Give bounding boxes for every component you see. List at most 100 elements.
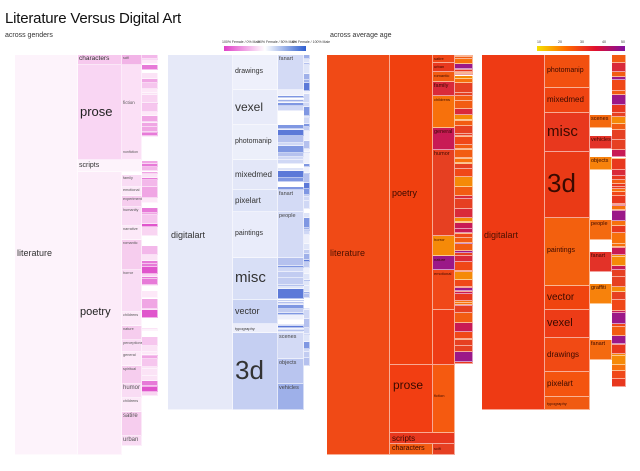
subtitle-age: across average age — [330, 32, 392, 39]
treemap-cell-family — [122, 175, 142, 187]
leaf-strip — [612, 225, 626, 234]
leaf-strip — [142, 356, 158, 359]
leaf-strip — [455, 322, 473, 332]
leaf-strip — [304, 174, 310, 184]
leaf-strip — [612, 354, 626, 356]
leaf-strip — [455, 144, 473, 149]
leaf-strip — [304, 118, 310, 125]
treemap-cell-poetry — [78, 172, 122, 455]
treemap-cell-people — [278, 212, 304, 258]
leaf-strip — [612, 233, 626, 244]
leaf-strip — [304, 152, 310, 154]
leaf-strip — [278, 289, 304, 299]
leaf-strip — [455, 96, 473, 102]
cell-label-people: people — [279, 213, 296, 219]
leaf-strip — [142, 277, 158, 279]
leaf-strip — [142, 369, 158, 377]
leaf-strip — [142, 309, 158, 311]
cell-label-satire-age: satire — [434, 56, 444, 61]
leaf-strip — [455, 229, 473, 233]
page-title: Literature Versus Digital Art — [5, 10, 181, 27]
age-legend-bar — [537, 46, 625, 51]
treemap-cell-nature — [122, 326, 142, 340]
leaf-strip — [304, 254, 310, 260]
leaf-strip — [304, 173, 310, 175]
leaf-strip — [142, 116, 158, 122]
leaf-strip — [612, 94, 626, 105]
treemap-cell-vector-age — [545, 286, 590, 310]
leaf-strip — [142, 328, 158, 330]
leaf-strip — [142, 325, 158, 328]
leaf-strip — [304, 93, 310, 103]
cell-label-mixedmed: mixedmed — [235, 169, 272, 179]
leaf-strip — [455, 56, 473, 58]
cell-label-3d: 3d — [235, 354, 264, 385]
leaf-strip — [612, 370, 626, 379]
treemap-cell-scifi — [122, 55, 142, 65]
leaf-strip — [455, 208, 473, 218]
leaf-strip — [612, 158, 626, 171]
leaf-strip — [455, 74, 473, 76]
cell-label-horror-age: horror — [434, 237, 445, 242]
cell-label-nonfiction: nonfiction — [123, 150, 138, 154]
leaf-strip — [455, 233, 473, 238]
leaf-strip — [142, 88, 158, 94]
leaf-strip — [612, 336, 626, 344]
leaf-strip — [304, 167, 310, 174]
treemap-cell-humor — [122, 384, 142, 398]
leaf-strip — [304, 102, 310, 108]
leaf-strip — [612, 324, 626, 328]
cell-label-characters-age: characters — [392, 445, 425, 452]
leaf-strip — [278, 271, 304, 279]
cell-label-fiction: fiction — [123, 100, 135, 105]
leaf-strip — [278, 177, 304, 182]
leaf-strip — [278, 102, 304, 107]
cell-label-urban: urban — [123, 437, 139, 443]
treemap-cell-fiction-age — [433, 365, 455, 433]
leaf-strip — [455, 339, 473, 341]
leaf-strip — [142, 367, 158, 370]
treemap-cell-3d-age — [545, 152, 590, 218]
leaf-strip — [455, 304, 473, 306]
treemap-cell-romantic — [122, 240, 142, 270]
treemap-cell-urban — [122, 436, 142, 446]
leaf-strip — [612, 206, 626, 211]
leaf-strip — [304, 293, 310, 299]
leaf-strip — [455, 286, 473, 288]
cell-label-family-age: family — [434, 83, 449, 89]
cell-label-emotional: emotional — [123, 188, 140, 192]
leaf-strip — [455, 150, 473, 158]
cell-label-humor: humor — [123, 385, 141, 391]
treemap-cell-humor-age — [433, 150, 455, 236]
leaf-strip — [455, 199, 473, 209]
leaf-strip — [142, 331, 158, 337]
cell-label-drawings: drawings — [235, 67, 264, 75]
leaf-strip — [278, 160, 304, 164]
cell-label-typography-age: typography — [547, 400, 567, 406]
group-label-literature-age: literature — [330, 248, 366, 258]
leaf-strip — [455, 217, 473, 222]
leaf-strip — [142, 93, 158, 95]
cell-label-general: general — [123, 353, 136, 357]
leaf-strip — [278, 324, 304, 326]
leaf-strip — [612, 80, 626, 92]
cell-label-pixelart-age: pixelart — [547, 379, 573, 389]
leaf-strip — [142, 337, 158, 347]
leaf-strip — [278, 125, 304, 130]
leaf-strip — [612, 327, 626, 337]
leaf-strip — [612, 291, 626, 301]
cell-label-prose: prose — [80, 104, 113, 119]
leaf-strip — [304, 243, 310, 250]
leaf-strip — [142, 72, 158, 79]
cell-label-graffiti-age: graffiti — [591, 285, 606, 291]
leaf-strip — [278, 302, 304, 304]
treemap-cell-graffiti-age — [590, 284, 612, 304]
leaf-strip — [455, 290, 473, 293]
leaf-strip — [612, 203, 626, 206]
leaf-strip — [304, 149, 310, 152]
leaf-strip — [455, 250, 473, 254]
leaf-strip — [455, 237, 473, 244]
leaf-strip — [278, 284, 304, 287]
treemap-group-digitalart — [168, 55, 233, 410]
leaf-strip — [455, 243, 473, 245]
